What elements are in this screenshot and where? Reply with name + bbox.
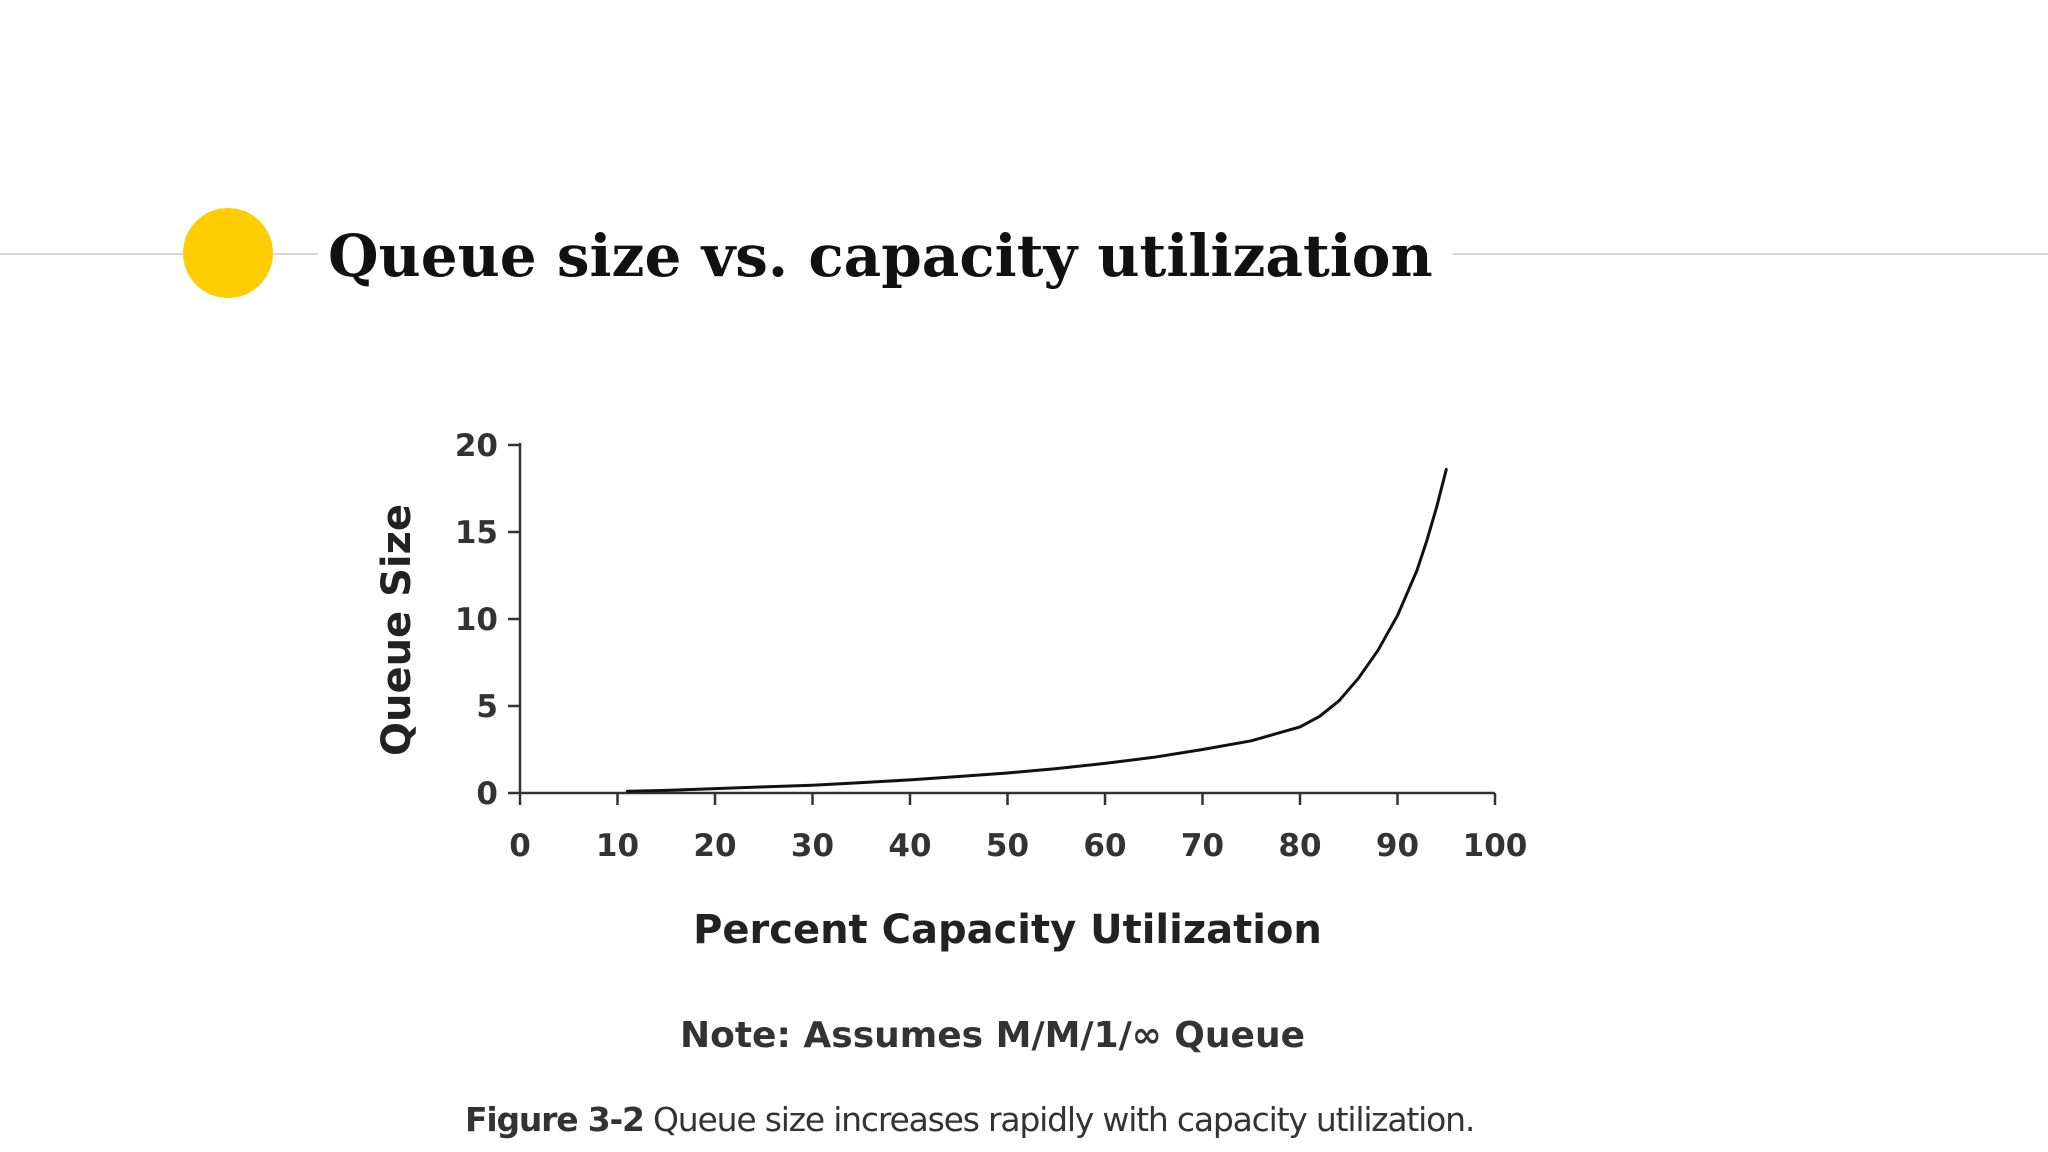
y-axis-label-group: Queue Size xyxy=(374,504,420,756)
chart-axes xyxy=(518,443,1495,795)
x-tick-label-0: 0 xyxy=(509,828,531,864)
figure-panel: Queue Size Percent Capacity Utilization … xyxy=(205,375,1860,1152)
x-tick-label-100: 100 xyxy=(1463,828,1528,864)
y-axis-label: Queue Size xyxy=(374,504,420,756)
x-tick-label-30: 30 xyxy=(791,828,834,864)
x-tick-label-50: 50 xyxy=(986,828,1029,864)
figure-caption: Figure 3-2 Queue size increases rapidly … xyxy=(465,1100,1475,1139)
figure-note: Note: Assumes M/M/1/∞ Queue xyxy=(679,1015,1305,1056)
x-tick-label-90: 90 xyxy=(1376,828,1419,864)
x-tick-label-10: 10 xyxy=(596,828,639,864)
series-line-0 xyxy=(625,467,1448,793)
y-tick-label-5: 5 xyxy=(476,689,498,725)
x-tick-label-70: 70 xyxy=(1181,828,1224,864)
y-tick-label-15: 15 xyxy=(455,515,498,551)
queue-size-chart: Queue Size Percent Capacity Utilization … xyxy=(374,428,1528,953)
x-tick-label-60: 60 xyxy=(1083,828,1126,864)
x-tick-label-20: 20 xyxy=(693,828,736,864)
x-tick-label-40: 40 xyxy=(888,828,931,864)
slide-title: Queue size vs. capacity utilization xyxy=(318,214,1453,298)
figure-caption-number: Figure 3-2 xyxy=(465,1100,645,1139)
y-tick-label-10: 10 xyxy=(455,602,498,638)
y-tick-label-20: 20 xyxy=(455,428,498,464)
y-tick-label-0: 0 xyxy=(476,776,498,812)
x-tick-label-80: 80 xyxy=(1278,828,1321,864)
figure-caption-text: Queue size increases rapidly with capaci… xyxy=(653,1100,1475,1139)
chart-series xyxy=(625,467,1448,793)
title-bullet-dot xyxy=(183,208,273,298)
chart-ticks: 0 5 10 15 20 0 10 20 30 40 50 60 70 80 90 100 xyxy=(455,428,1528,864)
x-axis-label: Percent Capacity Utilization xyxy=(693,907,1322,953)
